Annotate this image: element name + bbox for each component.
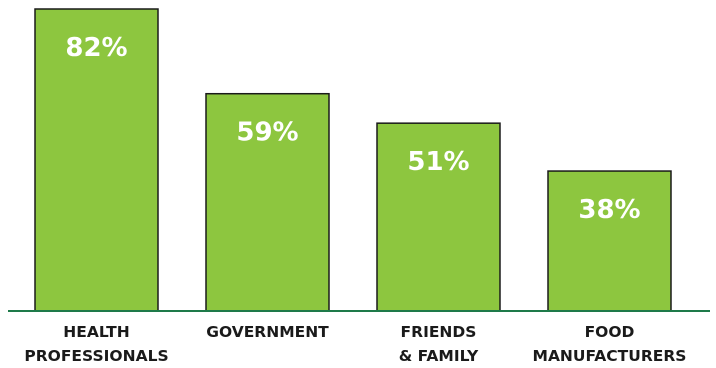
- value-label-government: 59%: [236, 118, 298, 148]
- value-labels-group: 82% 59% 51% 38%: [65, 33, 640, 225]
- category-label-food-manufacturers-line-2: MANUFACTURERS: [533, 347, 687, 365]
- category-labels-group: HEALTH PROFESSIONALS GOVERNMENT FRIENDS & FA…: [24, 323, 686, 365]
- category-label-friends-family-line-2: & FAMILY: [399, 347, 479, 365]
- bar-friends-family: [376, 122, 501, 312]
- bar-government: [205, 92, 330, 312]
- value-label-friends-family: 51%: [407, 147, 469, 177]
- value-label-food-manufacturers: 38%: [578, 195, 640, 225]
- category-label-friends-family-line-1: FRIENDS: [401, 323, 477, 341]
- bar-health-professionals: [34, 8, 159, 312]
- value-label-health-professionals: 82%: [65, 33, 127, 63]
- bars-group: [34, 8, 672, 312]
- category-label-health-professionals-line-2: PROFESSIONALS: [24, 347, 168, 365]
- category-label-health-professionals-line-1: HEALTH: [63, 323, 129, 341]
- category-label-government-line-1: GOVERNMENT: [206, 323, 329, 341]
- bar-food-manufacturers: [547, 170, 672, 312]
- category-label-food-manufacturers-line-1: FOOD: [585, 323, 635, 341]
